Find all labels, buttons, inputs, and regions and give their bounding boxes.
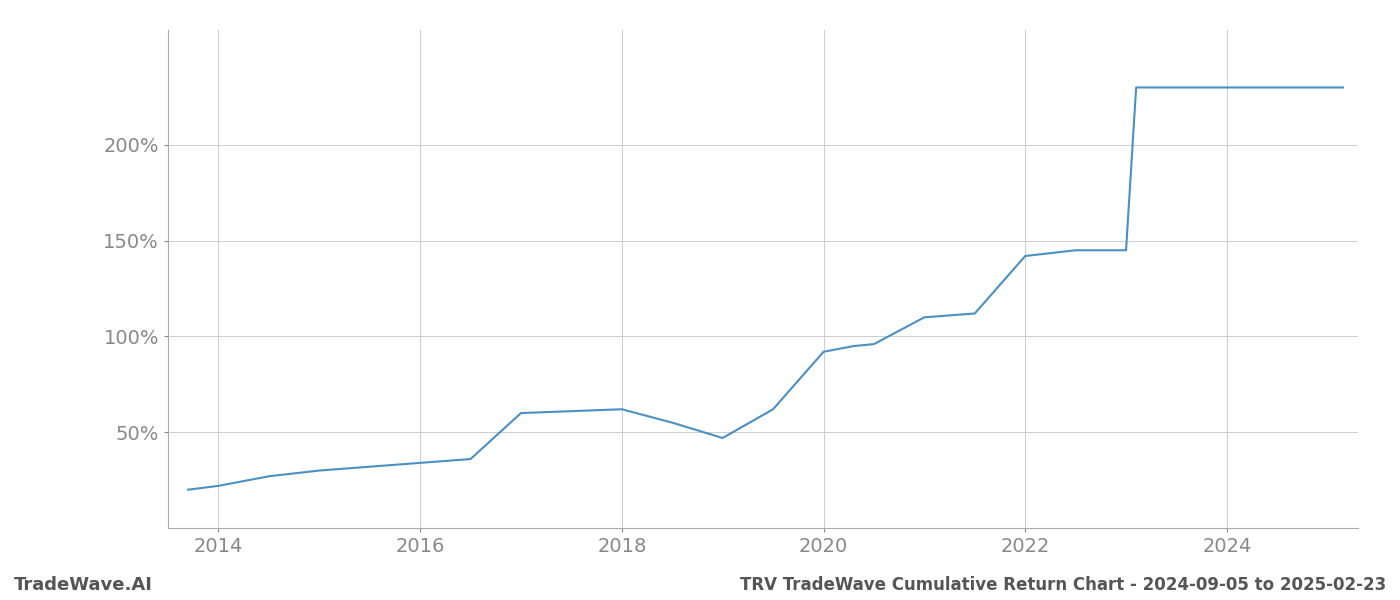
Text: TradeWave.AI: TradeWave.AI xyxy=(14,576,153,594)
Text: TRV TradeWave Cumulative Return Chart - 2024-09-05 to 2025-02-23: TRV TradeWave Cumulative Return Chart - … xyxy=(739,576,1386,594)
